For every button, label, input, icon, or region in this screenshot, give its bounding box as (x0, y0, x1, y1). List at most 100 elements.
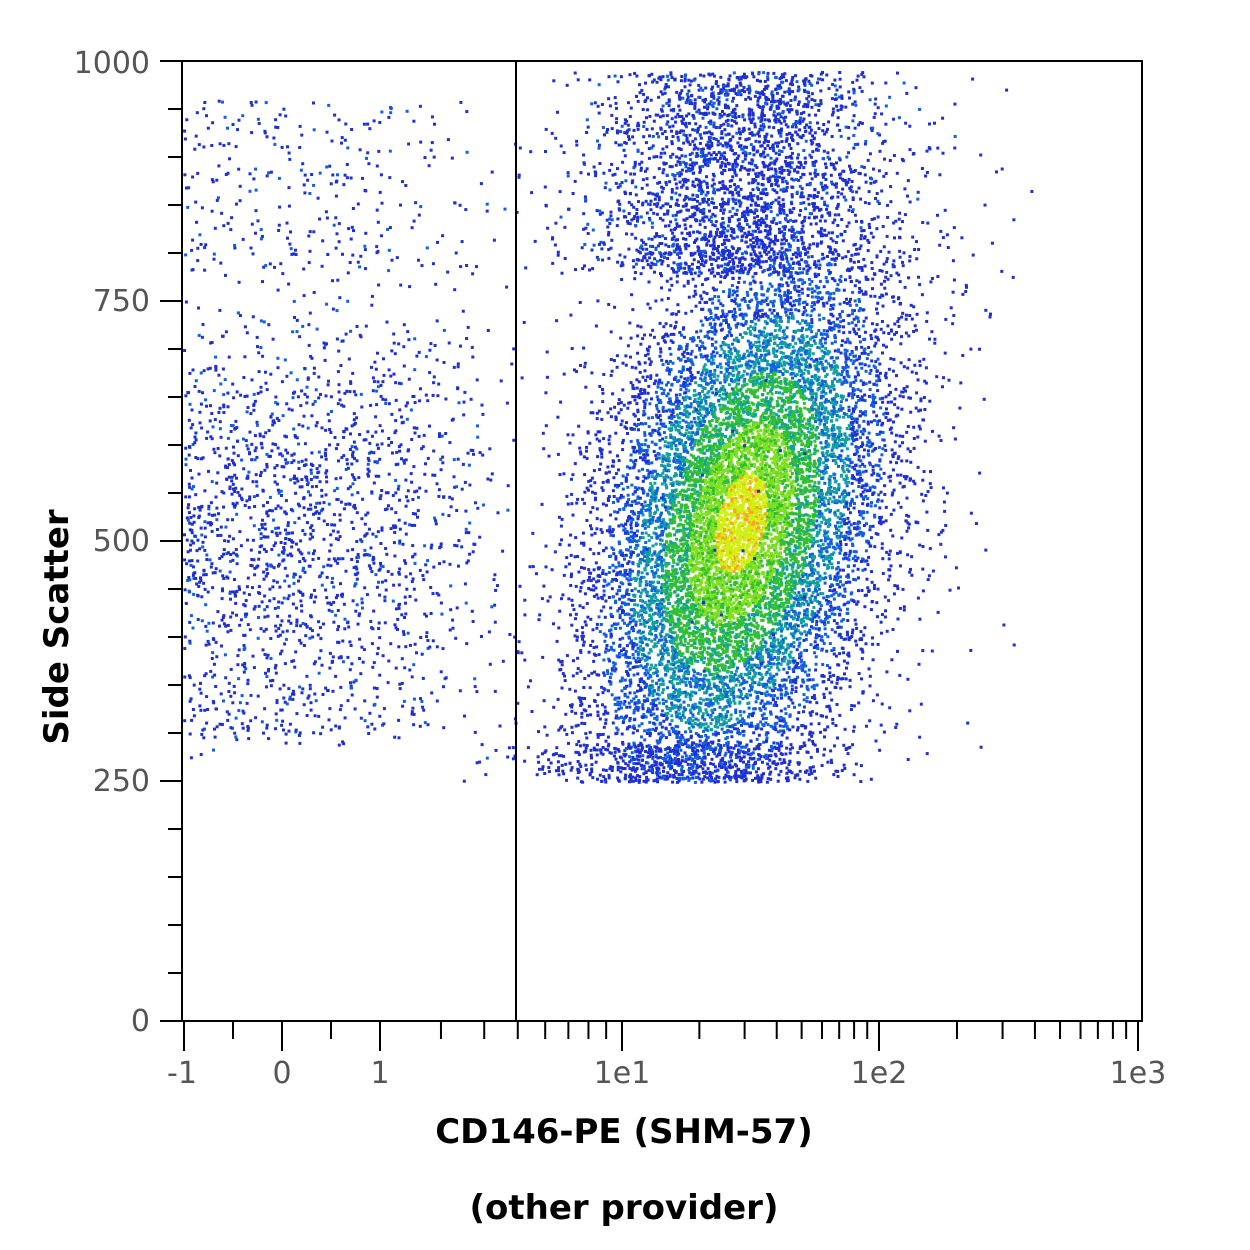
data-point (830, 557, 833, 560)
data-point (797, 386, 801, 390)
data-point (423, 721, 427, 725)
data-point (201, 456, 205, 460)
data-point (375, 687, 379, 690)
data-point (222, 622, 226, 626)
data-point (449, 505, 453, 509)
data-point (353, 582, 357, 586)
data-point (289, 247, 293, 251)
data-point (236, 654, 240, 658)
data-point (187, 186, 191, 190)
data-point (222, 405, 226, 409)
data-point (371, 532, 375, 536)
data-point (196, 171, 200, 175)
data-point (258, 432, 262, 436)
data-point (641, 479, 645, 483)
data-point (729, 713, 733, 717)
data-point (404, 601, 407, 605)
data-point (295, 618, 299, 622)
data-point (402, 323, 406, 327)
data-point (746, 577, 750, 581)
data-point (366, 462, 370, 466)
data-point (214, 366, 218, 370)
data-point (411, 706, 415, 710)
data-point (192, 514, 196, 518)
data-point (624, 650, 628, 653)
data-point (849, 381, 853, 385)
data-point (425, 570, 429, 574)
data-point (326, 383, 330, 387)
data-point (350, 520, 354, 524)
data-point (247, 593, 251, 597)
data-point (335, 498, 339, 501)
data-point (646, 352, 650, 356)
data-point (791, 466, 794, 470)
data-point (470, 345, 474, 349)
data-point (263, 535, 267, 539)
data-point (891, 534, 895, 538)
data-point (380, 429, 384, 433)
data-point (233, 490, 237, 493)
data-point (286, 597, 290, 601)
data-point (300, 459, 304, 463)
data-point (391, 599, 395, 603)
data-point (322, 622, 325, 626)
data-point (682, 449, 686, 453)
data-point (213, 451, 217, 455)
data-point (433, 516, 437, 520)
data-point (206, 126, 210, 130)
data-point (183, 635, 187, 639)
data-point (256, 694, 260, 698)
data-point (464, 527, 468, 531)
data-point (229, 430, 233, 433)
data-point (323, 358, 327, 362)
data-point (652, 701, 655, 705)
data-point (283, 358, 287, 362)
data-point (205, 404, 208, 408)
data-point (187, 391, 190, 395)
data-point (415, 354, 419, 358)
data-point (654, 299, 658, 303)
data-point (375, 245, 379, 249)
data-point (845, 666, 848, 670)
data-point (649, 663, 653, 667)
data-point (459, 100, 463, 104)
data-point (313, 714, 317, 718)
data-point (300, 552, 304, 556)
data-point (410, 226, 414, 230)
data-point (237, 585, 241, 589)
data-point (246, 538, 249, 542)
data-point (953, 146, 957, 150)
data-point (326, 563, 330, 567)
data-point (884, 292, 888, 296)
data-point (288, 552, 292, 556)
data-point (657, 499, 661, 502)
data-point (398, 682, 402, 686)
data-point (341, 557, 345, 561)
data-point (191, 268, 195, 272)
data-point (236, 663, 240, 667)
data-point (321, 507, 325, 511)
data-point (607, 442, 611, 446)
data-point (854, 622, 858, 626)
data-point (199, 576, 202, 580)
data-point (384, 491, 388, 495)
data-point (351, 527, 355, 530)
data-point (185, 186, 188, 190)
data-point (314, 511, 317, 515)
data-point (378, 497, 382, 501)
data-point (183, 349, 187, 352)
data-point (557, 766, 561, 770)
data-point (328, 601, 332, 605)
data-point (276, 488, 280, 492)
data-point (313, 692, 317, 696)
data-point (187, 453, 191, 457)
data-point (259, 228, 263, 232)
data-point (354, 679, 358, 683)
data-point (469, 397, 473, 401)
data-point (397, 645, 401, 649)
data-point (718, 393, 722, 397)
data-point (404, 184, 408, 187)
data-point (350, 686, 353, 690)
data-point (263, 653, 267, 656)
data-point (309, 595, 313, 599)
